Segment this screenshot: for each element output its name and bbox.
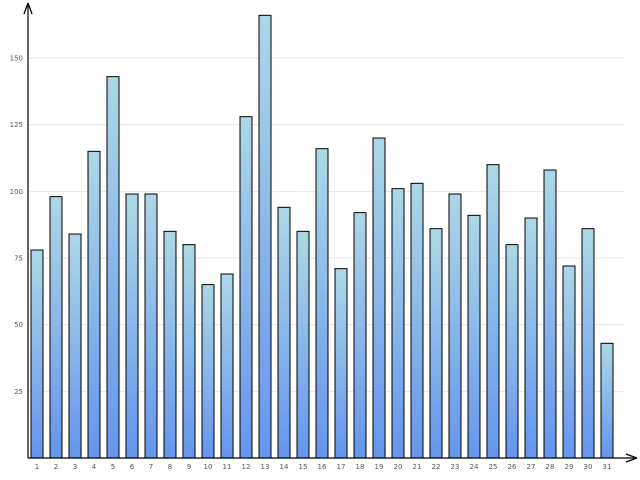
bar (581, 228, 595, 459)
bar (296, 230, 310, 459)
bar (144, 193, 158, 459)
x-tick-label: 11 (223, 463, 232, 471)
x-tick-label: 23 (451, 463, 460, 471)
bar (543, 169, 557, 459)
bar (182, 244, 196, 459)
x-tick-label: 4 (92, 463, 97, 471)
bar (68, 233, 82, 459)
bar (87, 150, 101, 459)
bar (486, 164, 500, 459)
x-tick-label: 28 (546, 463, 555, 471)
bar (372, 137, 386, 459)
x-tick-label: 5 (111, 463, 115, 471)
x-tick-label: 3 (73, 463, 77, 471)
bar (353, 212, 367, 459)
y-tick-label: 75 (14, 255, 23, 263)
bar (448, 193, 462, 459)
bar (600, 342, 614, 459)
x-tick-label: 12 (242, 463, 251, 471)
axes (23, 2, 638, 463)
bar (49, 196, 63, 459)
bar (220, 273, 234, 459)
bar (125, 193, 139, 459)
x-tick-label: 15 (299, 463, 308, 471)
y-tick-labels: 25 50 75 100 125 150 (10, 55, 23, 396)
bar (334, 268, 348, 459)
x-tick-label: 29 (565, 463, 574, 471)
bar (258, 14, 272, 459)
x-tick-label: 30 (584, 463, 593, 471)
x-axis-arrow (625, 453, 638, 463)
x-tick-labels: 1 2 3 4 5 6 7 8 9 10 11 12 13 14 15 16 17 18 19 20 21 22 23 24 2… (35, 463, 612, 471)
bar (201, 284, 215, 459)
x-tick-label: 19 (375, 463, 384, 471)
x-tick-label: 21 (413, 463, 422, 471)
bar (277, 206, 291, 459)
x-tick-label: 2 (54, 463, 58, 471)
y-tick-label: 50 (14, 321, 23, 329)
x-tick-label: 16 (318, 463, 327, 471)
bar (410, 182, 424, 459)
x-tick-label: 7 (149, 463, 153, 471)
x-tick-label: 24 (470, 463, 479, 471)
x-tick-label: 31 (603, 463, 612, 471)
x-tick-label: 10 (204, 463, 213, 471)
bar (429, 228, 443, 459)
bar (30, 249, 44, 459)
bar (239, 116, 253, 459)
x-tick-label: 9 (187, 463, 191, 471)
bar (505, 244, 519, 459)
bar (163, 230, 177, 459)
bar (467, 214, 481, 459)
x-tick-label: 8 (168, 463, 172, 471)
bar (106, 76, 120, 459)
bar (562, 265, 576, 459)
x-tick-label: 18 (356, 463, 365, 471)
x-tick-label: 26 (508, 463, 517, 471)
y-axis-arrow (23, 2, 33, 15)
x-tick-label: 14 (280, 463, 289, 471)
y-tick-label: 150 (10, 55, 23, 63)
y-tick-label: 25 (14, 388, 23, 396)
x-tick-label: 13 (261, 463, 270, 471)
bar (315, 148, 329, 459)
x-tick-label: 27 (527, 463, 536, 471)
y-tick-label: 100 (10, 188, 23, 196)
x-tick-label: 25 (489, 463, 498, 471)
bars (30, 14, 614, 459)
bar (524, 217, 538, 459)
x-tick-label: 22 (432, 463, 441, 471)
x-tick-label: 1 (35, 463, 39, 471)
x-tick-label: 6 (130, 463, 135, 471)
x-tick-label: 17 (337, 463, 346, 471)
y-tick-label: 125 (10, 121, 23, 129)
x-tick-label: 20 (394, 463, 403, 471)
bar (391, 188, 405, 459)
